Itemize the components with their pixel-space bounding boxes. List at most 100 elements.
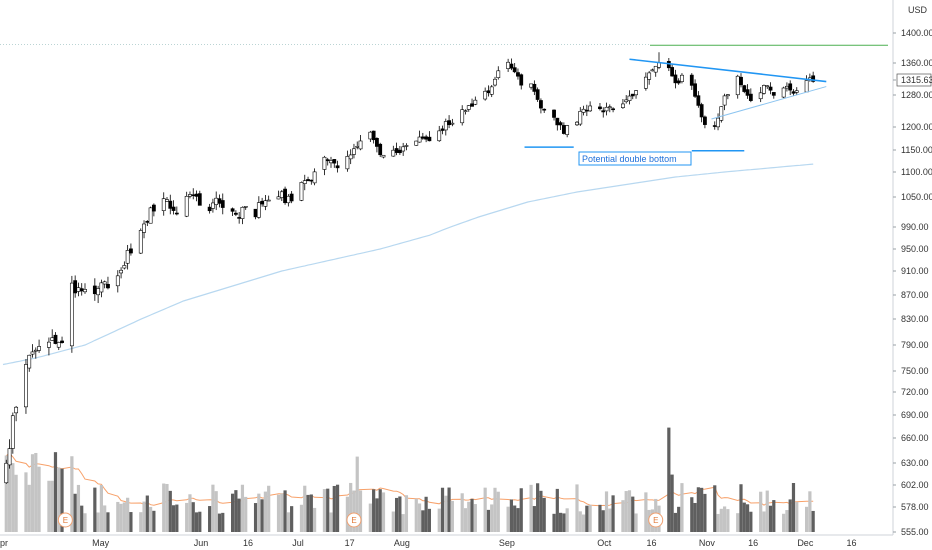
candle[interactable]	[358, 140, 363, 150]
candle[interactable]	[207, 206, 212, 212]
candle[interactable]	[33, 349, 38, 352]
candle[interactable]	[630, 93, 635, 97]
candle[interactable]	[220, 200, 225, 208]
candle[interactable]	[322, 156, 327, 170]
candle[interactable]	[529, 83, 533, 88]
candle[interactable]	[174, 212, 179, 215]
candle[interactable]	[794, 90, 799, 93]
candle[interactable]	[289, 193, 294, 202]
candle[interactable]	[106, 283, 110, 289]
candle[interactable]	[506, 61, 511, 69]
candle[interactable]	[217, 198, 222, 204]
candle[interactable]	[607, 106, 612, 109]
candle[interactable]	[785, 85, 789, 89]
candle[interactable]	[712, 125, 717, 127]
candle[interactable]	[696, 95, 701, 106]
candle[interactable]	[653, 65, 658, 73]
candle[interactable]	[489, 86, 494, 95]
candle[interactable]	[516, 72, 520, 77]
candle[interactable]	[676, 80, 681, 84]
candle[interactable]	[463, 110, 468, 112]
candle[interactable]	[716, 117, 720, 128]
candle[interactable]	[680, 74, 684, 82]
candle[interactable]	[260, 200, 265, 205]
candle[interactable]	[725, 94, 730, 97]
candle[interactable]	[670, 67, 675, 77]
candle[interactable]	[256, 202, 261, 218]
candle[interactable]	[142, 223, 146, 233]
candle[interactable]	[397, 149, 402, 154]
candle[interactable]	[79, 288, 84, 292]
candle[interactable]	[83, 289, 87, 293]
candle[interactable]	[575, 121, 579, 126]
candle[interactable]	[125, 250, 130, 264]
candle[interactable]	[781, 87, 786, 98]
candle[interactable]	[762, 85, 766, 94]
candle[interactable]	[493, 78, 497, 86]
candle[interactable]	[371, 130, 376, 141]
candle[interactable]	[355, 145, 360, 148]
candle[interactable]	[151, 204, 156, 212]
candle[interactable]	[329, 160, 333, 164]
candle[interactable]	[191, 194, 196, 197]
candle[interactable]	[791, 91, 796, 94]
candle[interactable]	[417, 136, 422, 143]
candle[interactable]	[168, 200, 173, 209]
candle[interactable]	[532, 83, 537, 92]
candle[interactable]	[473, 99, 478, 105]
candle[interactable]	[312, 171, 317, 184]
candle[interactable]	[99, 282, 104, 293]
triangle-upper-trendline[interactable]	[629, 58, 827, 83]
candle[interactable]	[253, 208, 258, 218]
candle[interactable]	[37, 346, 41, 351]
candle[interactable]	[601, 110, 606, 113]
candles-layer[interactable]	[4, 52, 816, 484]
candle[interactable]	[509, 63, 514, 69]
candle[interactable]	[624, 99, 629, 103]
candle[interactable]	[10, 415, 15, 449]
candle[interactable]	[27, 354, 32, 369]
drawings-layer[interactable]	[0, 43, 888, 152]
candle[interactable]	[420, 136, 425, 139]
candle[interactable]	[578, 111, 583, 125]
candle[interactable]	[765, 85, 770, 88]
candle[interactable]	[50, 337, 55, 341]
candle[interactable]	[621, 103, 625, 108]
candle[interactable]	[748, 93, 753, 101]
candle[interactable]	[115, 275, 120, 287]
candle[interactable]	[581, 108, 586, 113]
candle[interactable]	[450, 122, 455, 125]
candle[interactable]	[558, 122, 563, 126]
candle[interactable]	[771, 92, 776, 96]
candle[interactable]	[427, 136, 432, 142]
candle[interactable]	[401, 146, 406, 152]
candle[interactable]	[735, 75, 740, 96]
candle[interactable]	[745, 89, 750, 96]
candle[interactable]	[243, 206, 248, 208]
candle[interactable]	[561, 125, 566, 134]
candle[interactable]	[348, 154, 353, 160]
candle[interactable]	[306, 179, 310, 182]
candle[interactable]	[689, 74, 694, 86]
earnings-marker[interactable]	[57, 512, 73, 528]
candle[interactable]	[214, 197, 219, 205]
candle[interactable]	[486, 90, 491, 94]
candle[interactable]	[92, 285, 97, 295]
candle[interactable]	[699, 104, 704, 118]
candle[interactable]	[30, 351, 35, 355]
candle[interactable]	[693, 83, 697, 97]
candle[interactable]	[811, 75, 816, 82]
candle[interactable]	[443, 121, 448, 131]
candle[interactable]	[519, 74, 524, 86]
candle[interactable]	[197, 193, 202, 206]
candle[interactable]	[276, 196, 281, 200]
candle[interactable]	[394, 148, 399, 153]
candle[interactable]	[138, 230, 143, 254]
candle[interactable]	[76, 287, 81, 292]
candle[interactable]	[283, 188, 287, 204]
candle[interactable]	[739, 76, 743, 86]
candle[interactable]	[703, 116, 707, 125]
candle[interactable]	[184, 195, 189, 217]
candle[interactable]	[233, 212, 238, 215]
